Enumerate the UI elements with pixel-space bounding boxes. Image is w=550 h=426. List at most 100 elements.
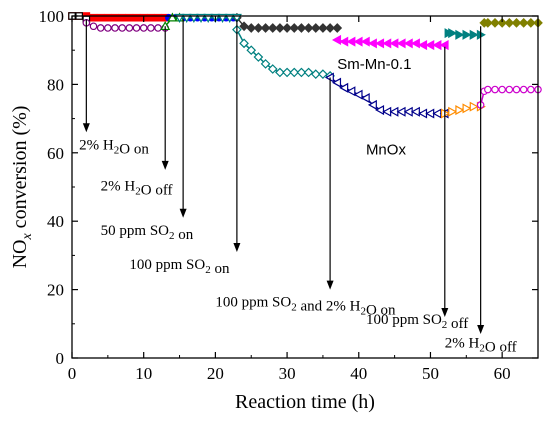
- data-point: [111, 24, 119, 32]
- data-point: [96, 24, 105, 32]
- annotation-subscript: 2: [169, 230, 175, 242]
- data-point: [448, 106, 458, 117]
- data-point: [498, 85, 506, 94]
- data-point: [482, 17, 493, 28]
- data-point: [118, 13, 126, 22]
- x-tick-label: 40: [350, 364, 367, 383]
- annotation: 100 ppm SO2 and 2% H2O on: [215, 77, 396, 319]
- data-point: [289, 67, 300, 78]
- data-point: [118, 24, 126, 32]
- data-point: [147, 24, 155, 32]
- annotation-text: 100 ppm SO: [129, 257, 205, 273]
- series-mnox: [68, 12, 542, 119]
- annotation-label: 2% H2O off: [101, 178, 173, 198]
- annotation-label: 100 ppm SO2 on: [129, 257, 230, 277]
- annotation-arrow-head: [82, 123, 90, 133]
- data-point: [360, 36, 370, 47]
- data-point: [410, 106, 420, 117]
- data-point: [353, 89, 363, 100]
- data-point: [339, 82, 349, 93]
- data-point: [518, 17, 529, 28]
- annotation-arrow-head: [161, 160, 169, 170]
- data-point: [139, 24, 148, 32]
- data-point: [96, 13, 105, 22]
- annotation-label: 50 ppm SO2 on: [101, 223, 194, 243]
- data-point: [360, 93, 370, 104]
- annotation-label: 100 ppm SO2 and 2% H2O on: [215, 295, 396, 319]
- data-point: [410, 38, 420, 49]
- annotation-subscript: 2: [442, 319, 448, 331]
- data-point: [504, 17, 515, 28]
- annotation: 2% H2O off: [101, 26, 173, 198]
- annotation-label: 100 ppm SO2 off: [366, 312, 468, 332]
- data-point: [303, 23, 314, 33]
- annotation-subscript: 2: [479, 343, 485, 355]
- annotation-text: O on: [366, 303, 396, 319]
- x-axis-title: Reaction time (h): [235, 391, 375, 413]
- data-point: [282, 23, 292, 33]
- annotation-arrow-head: [477, 325, 485, 335]
- x-tick-label: 30: [279, 364, 296, 383]
- annotation: 100 ppm SO2 off: [366, 46, 468, 332]
- data-point: [253, 23, 264, 33]
- data-point: [239, 38, 249, 49]
- data-point: [511, 17, 522, 28]
- x-tick-label: 50: [422, 364, 439, 383]
- data-point: [303, 67, 314, 78]
- data-point: [367, 99, 377, 110]
- annotation-text: 2% H: [79, 137, 114, 153]
- data-point: [527, 85, 535, 94]
- data-point: [147, 13, 155, 22]
- annotation-label: 2% H2O on: [79, 137, 149, 157]
- series-sm-mn-0-1: [68, 12, 543, 51]
- data-point: [310, 23, 321, 33]
- y-tick-label: 0: [56, 349, 65, 368]
- annotation-text: off: [447, 316, 468, 332]
- data-point: [332, 77, 342, 88]
- annotation-text: 2% H: [445, 336, 480, 352]
- data-point: [246, 23, 257, 33]
- annotation-arrow-head: [441, 307, 449, 317]
- annotation-subscript: 2: [114, 144, 120, 156]
- data-point: [267, 64, 278, 74]
- data-point: [104, 24, 112, 32]
- data-point: [296, 67, 307, 78]
- data-point: [325, 23, 335, 33]
- data-point: [104, 13, 112, 22]
- x-tick-label: 10: [135, 364, 152, 383]
- data-point: [267, 23, 278, 33]
- x-tick-label: 20: [207, 364, 224, 383]
- data-point: [332, 23, 343, 33]
- data-point: [448, 28, 458, 39]
- annotation-text: 100 ppm SO: [215, 295, 291, 311]
- data-point: [375, 105, 385, 116]
- annotation-subscript: 2: [205, 264, 211, 276]
- data-point: [282, 67, 292, 78]
- data-point: [154, 13, 162, 22]
- data-point: [111, 13, 119, 22]
- data-point: [525, 17, 536, 28]
- annotation-text: 50 ppm SO: [101, 223, 170, 239]
- data-point: [167, 12, 178, 22]
- annotation-arrow-head: [233, 242, 241, 252]
- axes: 0 10 20 30 40 50 60 0 20 40 60 80 100 Reaction time (…: [9, 7, 539, 413]
- data-point: [253, 52, 264, 62]
- annotation-text: O on: [119, 141, 149, 157]
- data-point: [497, 17, 508, 28]
- data-point: [275, 23, 285, 33]
- series-label: MnOx: [366, 142, 407, 159]
- data-point: [89, 22, 98, 31]
- data-point: [289, 23, 300, 33]
- y-axis-title: NOx conversion (%): [9, 106, 35, 269]
- x-tick-label: 0: [68, 364, 77, 383]
- annotation-text: and 2% H: [297, 299, 361, 315]
- y-tick-label: 80: [47, 75, 64, 94]
- x-tick-label: 60: [494, 364, 511, 383]
- annotation-text: O off: [141, 182, 173, 198]
- annotation-text: 100 ppm SO: [366, 312, 442, 328]
- data-point: [505, 85, 514, 94]
- data-point: [491, 85, 499, 94]
- annotation-arrow-head: [179, 208, 187, 218]
